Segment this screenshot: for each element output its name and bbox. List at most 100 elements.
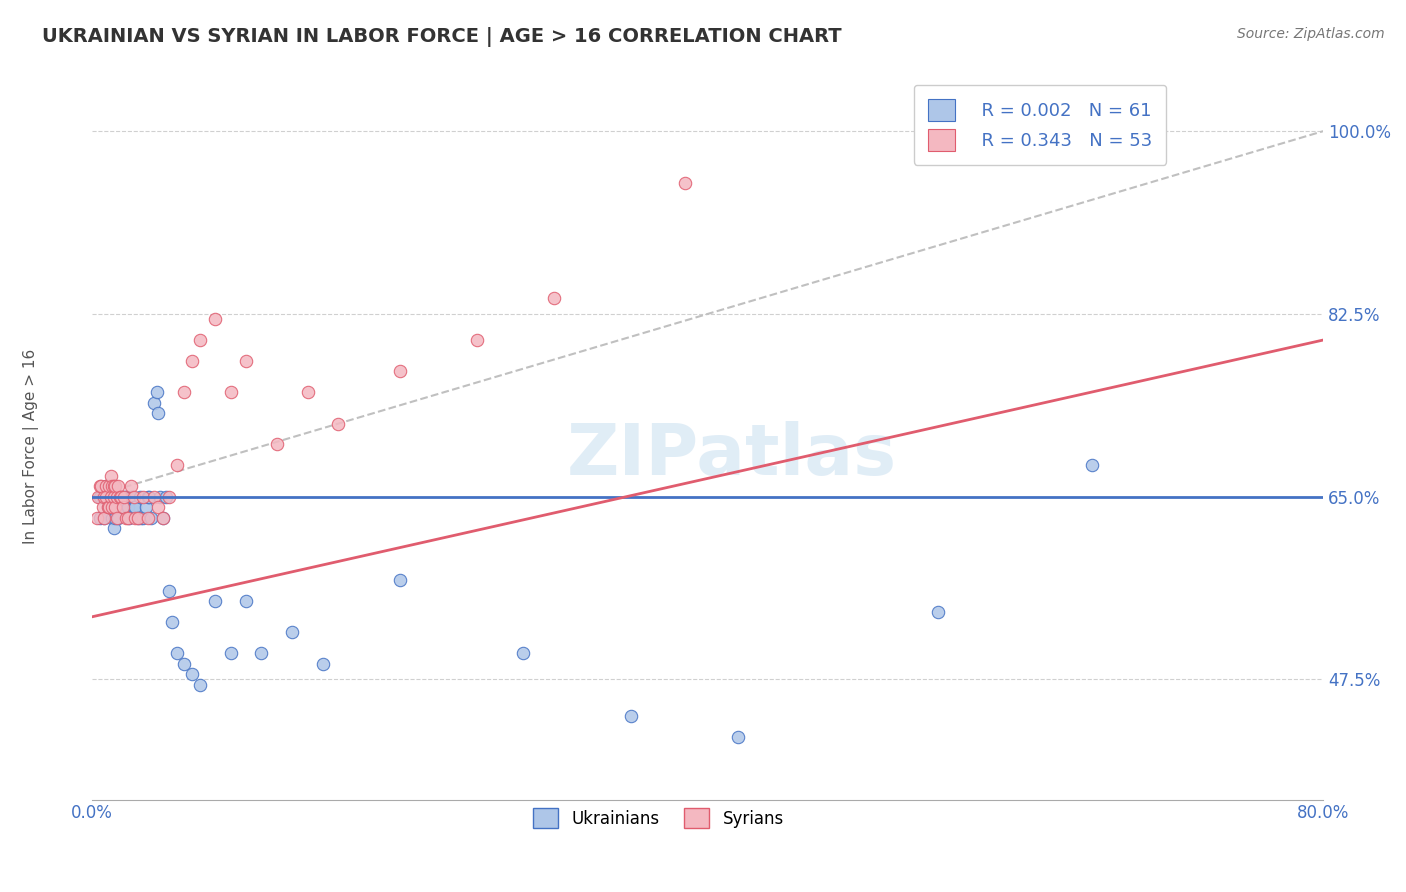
Point (118, 510, 141, 524)
Point (122, 490, 145, 504)
Point (117, 500, 139, 515)
Point (104, 479, 127, 493)
Point (108, 490, 131, 504)
Point (103, 479, 125, 493)
Point (124, 510, 146, 524)
Point (465, 333, 488, 347)
Point (115, 490, 138, 504)
Point (136, 510, 159, 524)
Point (127, 510, 149, 524)
Point (250, 646, 273, 660)
Point (104, 510, 127, 524)
Point (110, 490, 132, 504)
Point (89, 490, 111, 504)
Point (103, 490, 125, 504)
Point (108, 490, 131, 504)
Point (101, 510, 124, 524)
Point (673, 177, 696, 191)
Point (120, 479, 142, 493)
Point (97, 490, 120, 504)
Point (142, 490, 165, 504)
Point (91, 500, 114, 515)
Point (98, 500, 121, 515)
Point (121, 490, 143, 504)
Point (120, 490, 142, 504)
Point (157, 583, 180, 598)
Point (111, 500, 134, 515)
Point (105, 500, 128, 515)
Point (114, 490, 136, 504)
Point (111, 500, 134, 515)
Point (139, 510, 162, 524)
Point (86, 510, 108, 524)
Point (124, 500, 146, 515)
Point (101, 479, 124, 493)
Point (152, 510, 174, 524)
Point (388, 573, 411, 587)
Point (115, 510, 138, 524)
Point (135, 500, 157, 515)
Point (166, 458, 188, 473)
Point (97, 500, 120, 515)
Point (117, 510, 139, 524)
Point (727, 730, 749, 744)
Point (204, 312, 226, 326)
Point (512, 646, 534, 660)
Point (160, 615, 183, 629)
Point (97, 500, 120, 515)
Point (312, 657, 335, 671)
Point (173, 385, 195, 400)
Point (388, 364, 411, 378)
Point (157, 490, 180, 504)
Point (131, 510, 153, 524)
Point (297, 385, 319, 400)
Point (122, 500, 145, 515)
Point (87, 490, 110, 504)
Point (98, 479, 121, 493)
Point (100, 500, 122, 515)
Point (94, 490, 117, 504)
Point (90, 479, 112, 493)
Point (281, 625, 304, 640)
Point (166, 646, 188, 660)
Point (107, 490, 129, 504)
Point (149, 490, 172, 504)
Point (328, 417, 350, 431)
Point (266, 437, 288, 451)
Point (103, 521, 125, 535)
Point (105, 490, 128, 504)
Point (620, 709, 643, 723)
Point (89, 510, 111, 524)
Text: Source: ZipAtlas.com: Source: ZipAtlas.com (1237, 27, 1385, 41)
Text: UKRAINIAN VS SYRIAN IN LABOR FORCE | AGE > 16 CORRELATION CHART: UKRAINIAN VS SYRIAN IN LABOR FORCE | AGE… (42, 27, 842, 46)
Point (132, 490, 155, 504)
Point (100, 468, 122, 483)
Point (91, 490, 114, 504)
Point (93, 490, 115, 504)
Point (138, 490, 160, 504)
Point (543, 291, 565, 305)
Point (142, 395, 165, 409)
Point (127, 510, 149, 524)
Point (94, 479, 117, 493)
Point (235, 594, 257, 608)
Point (188, 333, 211, 347)
Point (104, 500, 127, 515)
Point (103, 490, 125, 504)
Point (1081, 458, 1104, 473)
Point (155, 490, 177, 504)
Point (219, 385, 242, 400)
Point (107, 510, 129, 524)
Text: In Labor Force | Age > 16: In Labor Force | Age > 16 (22, 349, 39, 543)
Text: ZIPatlas: ZIPatlas (567, 421, 897, 491)
Point (98, 490, 121, 504)
Point (101, 500, 124, 515)
Point (110, 490, 132, 504)
Point (173, 657, 195, 671)
Point (128, 490, 150, 504)
Point (105, 510, 128, 524)
Legend: Ukrainians, Syrians: Ukrainians, Syrians (526, 801, 790, 835)
Point (152, 510, 174, 524)
Point (181, 354, 204, 368)
Point (219, 646, 242, 660)
